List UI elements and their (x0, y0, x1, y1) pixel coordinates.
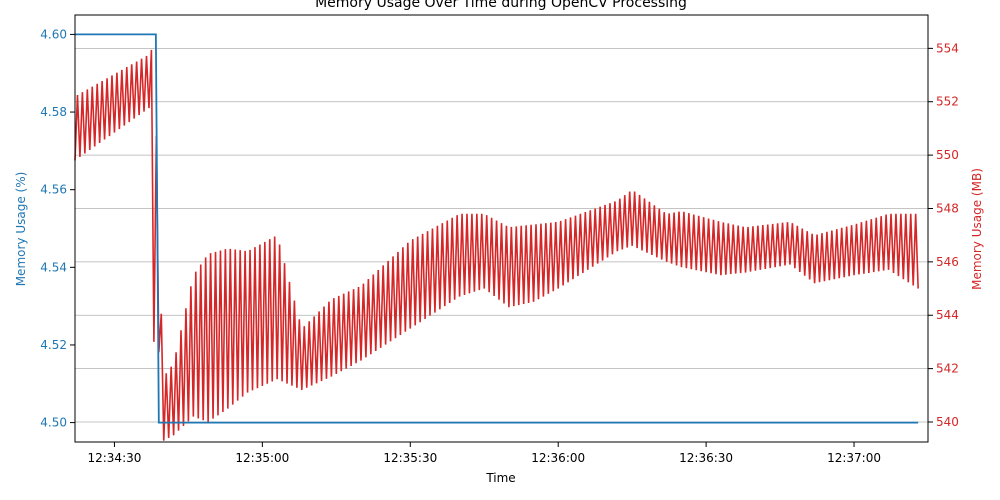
right-y-axis-title: Memory Usage (MB) (970, 168, 984, 290)
x-tick-label: 12:35:00 (235, 451, 289, 465)
right-y-tick-label: 546 (936, 255, 959, 269)
right-y-tick-label: 542 (936, 362, 959, 376)
chart-title: Memory Usage Over Time during OpenCV Pro… (315, 0, 687, 11)
x-tick-label: 12:36:30 (679, 451, 733, 465)
left-y-tick-label: 4.54 (40, 260, 67, 274)
right-y-tick-label: 550 (936, 148, 959, 162)
right-y-tick-label: 544 (936, 308, 959, 322)
plot-area (74, 33, 919, 441)
plot-frame (74, 14, 929, 443)
left-y-tick-label: 4.52 (40, 338, 67, 352)
left-y-axis-title: Memory Usage (%) (14, 172, 28, 287)
right-y-tick-label: 548 (936, 201, 959, 215)
x-axis-title: Time (485, 471, 515, 485)
x-tick-label: 12:35:30 (383, 451, 437, 465)
left-y-tick-label: 4.58 (40, 105, 67, 119)
series-line-mb (74, 49, 919, 441)
left-y-tick-label: 4.56 (40, 183, 67, 197)
series-line-percent (75, 33, 919, 424)
left-y-tick-label: 4.60 (40, 27, 67, 41)
right-y-tick-label: 554 (936, 41, 959, 55)
x-tick-label: 12:34:30 (87, 451, 141, 465)
right-y-tick-label: 552 (936, 95, 959, 109)
axes: 540 542 544 546 548 550 552 554 4.50 4.52 4.54 4.56… (40, 27, 959, 465)
right-y-tick-label: 540 (936, 415, 959, 429)
x-tick-label: 12:37:00 (827, 451, 881, 465)
x-tick-label: 12:36:00 (531, 451, 585, 465)
left-y-tick-label: 4.50 (40, 416, 67, 430)
